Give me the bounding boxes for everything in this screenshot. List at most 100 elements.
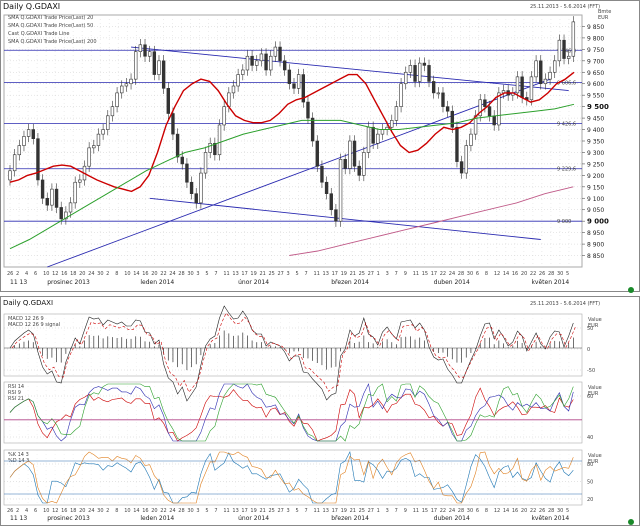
ytick-label: 9 500 — [587, 103, 609, 111]
indicator-legend: %K 14 3 — [8, 452, 29, 458]
bottom-xtick-label: 27 — [368, 508, 374, 514]
candle-body — [161, 60, 166, 89]
bottom-xtick-label: 1 — [377, 508, 380, 514]
ytick-label: 8 900 — [587, 242, 604, 249]
xtick-label: 16 — [512, 271, 518, 277]
xtick-label: 30 — [97, 271, 103, 277]
bottom-xtick-label: 26 — [539, 508, 545, 514]
candle-body — [487, 106, 492, 117]
candle-body — [287, 69, 292, 85]
chart-title: Daily Q.GDAXI — [3, 2, 60, 11]
candle-body — [189, 181, 194, 194]
candle-body — [469, 133, 473, 146]
xtick-label: 14 — [503, 271, 509, 277]
indicator-ytick: 20 — [587, 497, 593, 503]
ytick-label: 9 450 — [587, 116, 604, 123]
indicator-legend: RSI 21 — [8, 396, 24, 402]
candle-body — [338, 159, 343, 222]
candle-body — [422, 62, 427, 66]
level-label: 9 426,6 — [557, 122, 576, 128]
bottom-xtick-label: 14 — [503, 508, 509, 514]
candle-body — [152, 51, 157, 75]
candle-body — [329, 193, 333, 211]
bottom-xtick-label: 28 — [548, 508, 554, 514]
candle-body — [562, 39, 566, 59]
bottom-xtick-label: 16 — [142, 508, 148, 514]
ytick-label: 9 250 — [587, 161, 604, 168]
candle-body — [17, 145, 22, 156]
xtick-label: 25 — [268, 271, 274, 277]
xtick-label: 22 — [530, 271, 536, 277]
bottom-xtick-label: 5 — [205, 508, 208, 514]
candle-body — [436, 92, 441, 95]
xtick-label: 8 — [115, 271, 118, 277]
bottom-xtick-label: 11 — [413, 508, 419, 514]
legend: SMA Q.GDAXI Trade Price(Last) 20 SMA Q.G… — [8, 15, 97, 45]
bottom-xtick-label: 12 — [52, 508, 58, 514]
candle-body — [371, 126, 375, 144]
bottom-xtick-label: 25 — [359, 508, 365, 514]
candle-body — [478, 99, 482, 117]
ytick-label: 9 000 — [587, 218, 609, 226]
candle-body — [124, 83, 129, 87]
bottom-xtick-label: 20 — [521, 508, 527, 514]
indicator-legend: RSI 14 — [8, 384, 24, 390]
candle-body — [357, 165, 361, 176]
rsi-line-1 — [9, 383, 574, 442]
candle-body — [22, 136, 26, 146]
indicator-axis-title: EUR — [588, 323, 599, 329]
candle-body — [292, 83, 296, 89]
candle-body — [315, 140, 319, 167]
xtick-label: 2 — [106, 271, 109, 277]
bottom-xtick-label: 13 — [323, 508, 329, 514]
candle-body — [54, 188, 59, 208]
xtick-label: 30 — [557, 271, 563, 277]
rsi-line-0 — [9, 387, 574, 442]
candle-body — [157, 60, 161, 75]
candle-body — [213, 142, 217, 156]
xtick-label: 5 — [566, 271, 569, 277]
bottom-xtick-label: 6 — [476, 508, 479, 514]
legend-entry-1: SMA Q.GDAXI Trade Price(Last) 50 — [8, 23, 93, 29]
ytick-label: 9 600 — [587, 81, 604, 88]
xtick-label: 21 — [350, 271, 356, 277]
candle-body — [171, 113, 175, 135]
xtick-label: 10 — [124, 271, 130, 277]
ytick-label: 9 650 — [587, 70, 604, 77]
xtick-label: 25 — [359, 271, 365, 277]
indicator-legend: MACD 12 26 9 signal — [8, 322, 60, 328]
xtick-label: 7 — [214, 271, 217, 277]
candle-body — [31, 129, 35, 140]
xtick-label: 5 — [296, 271, 299, 277]
candle-body — [68, 202, 73, 213]
candle-body — [236, 74, 240, 87]
candle-body — [301, 74, 306, 103]
bottom-xtick-label: 28 — [178, 508, 184, 514]
xtick-label: 16 — [61, 271, 67, 277]
candle-body — [129, 78, 133, 85]
channel-lower-line — [47, 78, 551, 268]
bottom-xtick-label: 14 — [133, 508, 139, 514]
xtick-label: 22 — [160, 271, 166, 277]
candle-body — [264, 53, 268, 71]
bottom-xtick-label: 12 — [494, 508, 500, 514]
candle-body — [539, 60, 543, 85]
candle-body — [64, 211, 68, 220]
bottom-xtick-label: 30 — [557, 508, 563, 514]
candle-body — [96, 133, 101, 146]
bottom-xtick-label: 5 — [296, 508, 299, 514]
candle-body — [199, 172, 203, 204]
candle-body — [376, 133, 380, 144]
ytick-label: 9 300 — [587, 150, 604, 157]
xtick-label: 6 — [34, 271, 37, 277]
xtick-label: 5 — [205, 271, 208, 277]
x-month-label: únor 2014 — [238, 279, 269, 286]
candle-body — [548, 71, 552, 80]
xtick-label: 20 — [151, 271, 157, 277]
candle-body — [175, 133, 180, 158]
xtick-label: 24 — [88, 271, 94, 277]
xtick-label: 9 — [404, 271, 407, 277]
ytick-label: 9 100 — [587, 196, 604, 203]
candle-body — [543, 78, 548, 85]
candle-body — [101, 129, 105, 135]
